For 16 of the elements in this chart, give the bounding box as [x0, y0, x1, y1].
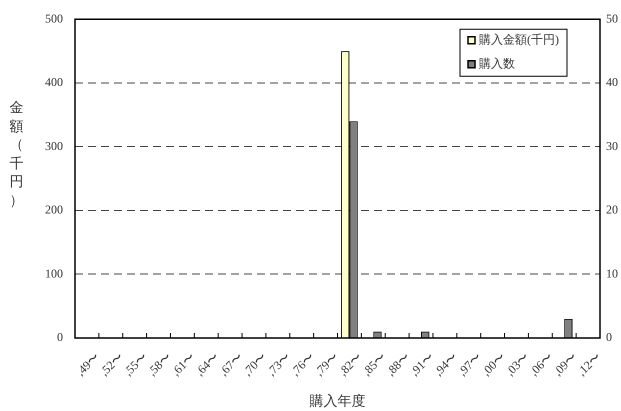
- y-tick-label: 100: [45, 266, 63, 280]
- x-axis-title: 購入年度: [310, 393, 366, 410]
- y-tick-label: 500: [45, 11, 63, 26]
- y2-tick-label: 20: [606, 202, 618, 217]
- y2-tick-label: 40: [606, 75, 618, 90]
- legend-label: 購入金額(千円): [479, 32, 560, 46]
- y-tick-label: 0: [57, 330, 63, 344]
- y2-tick-label: 0: [606, 330, 612, 344]
- y2-tick-label: 10: [606, 266, 618, 280]
- y2-tick-label: 30: [606, 138, 618, 153]
- y-tick-label: 400: [45, 75, 63, 90]
- y2-tick-label: 50: [606, 11, 618, 26]
- y-tick-label: 200: [45, 202, 63, 217]
- y-axis-title: 金額（千円）: [9, 100, 24, 210]
- y-tick-label: 300: [45, 138, 63, 153]
- legend-label: 購入数: [479, 56, 516, 70]
